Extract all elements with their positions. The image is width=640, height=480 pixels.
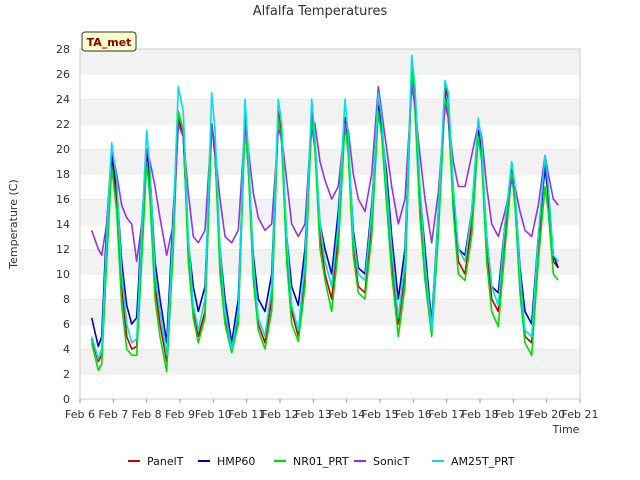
x-tick-label: Feb 16: [395, 408, 432, 421]
y-tick-label: 20: [56, 143, 70, 156]
legend-label: SonicT: [373, 455, 410, 468]
grid-band: [80, 49, 580, 74]
grid-band: [80, 74, 580, 99]
grid-band: [80, 199, 580, 224]
x-tick-label: Feb 9: [165, 408, 195, 421]
y-tick-label: 16: [56, 193, 70, 206]
grid-band: [80, 124, 580, 149]
series-line-am25t-prt: [90, 54, 559, 360]
x-tick-label: Feb 17: [428, 408, 465, 421]
series-line-nr01-prt: [90, 67, 559, 373]
y-tick-label: 14: [56, 218, 70, 231]
x-tick-label: Feb 15: [362, 408, 399, 421]
grid-band: [80, 99, 580, 124]
plot-area-frame: [79, 48, 581, 400]
y-tick-label: 12: [56, 243, 70, 256]
x-tick-label: Feb 10: [195, 408, 232, 421]
x-axis-title: Time: [552, 423, 580, 436]
x-tick-label: Feb 8: [132, 408, 162, 421]
x-tick-label: Feb 19: [495, 408, 532, 421]
ta-met-badge-label: TA_met: [87, 36, 132, 49]
legend-label: PanelT: [147, 455, 184, 468]
grid-band: [80, 349, 580, 374]
x-tick-label: Feb 20: [528, 408, 565, 421]
y-tick-label: 6: [63, 318, 70, 331]
grid-band: [80, 374, 580, 399]
y-tick-label: 24: [56, 93, 70, 106]
ta-met-badge: TA_met: [81, 31, 137, 52]
y-tick-label: 28: [56, 43, 70, 56]
y-tick-label: 4: [63, 343, 70, 356]
grid-band: [80, 149, 580, 174]
series-layer: [90, 54, 560, 373]
x-tick-label: Feb 13: [295, 408, 332, 421]
x-tick-label: Feb 6: [65, 408, 95, 421]
x-tick-label: Feb 12: [262, 408, 299, 421]
legend-label: HMP60: [217, 455, 255, 468]
y-tick-label: 22: [56, 118, 70, 131]
y-tick-label: 18: [56, 168, 70, 181]
grid-band: [80, 324, 580, 349]
chart-title: Alfalfa Temperatures: [253, 4, 388, 19]
legend-label: NR01_PRT: [293, 455, 349, 468]
y-tick-label: 2: [63, 368, 70, 381]
x-tick-label: Feb 11: [228, 408, 265, 421]
y-tick-label: 10: [56, 268, 70, 281]
x-tick-label: Feb 7: [98, 408, 128, 421]
x-tick-label: Feb 21: [562, 408, 599, 421]
x-tick-label: Feb 18: [462, 408, 499, 421]
legend-label: AM25T_PRT: [451, 455, 515, 468]
x-tick-label: Feb 14: [328, 408, 365, 421]
y-axis-title: Temperature (C): [7, 179, 20, 269]
legend: PanelT HMP60 NR01_PRT SonicT AM25T_PRT: [128, 455, 515, 468]
y-tick-label: 0: [63, 393, 70, 406]
y-tick-label: 8: [63, 293, 70, 306]
y-tick-label: 26: [56, 68, 70, 81]
